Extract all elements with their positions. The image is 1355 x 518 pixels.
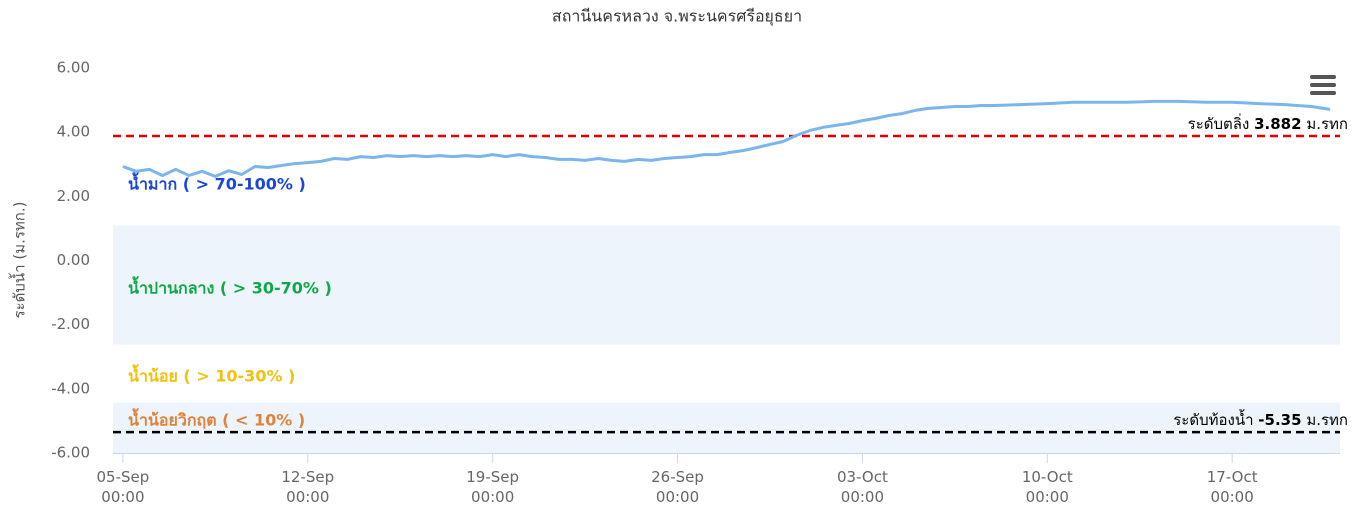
y-tick-label: -6.00 (51, 444, 90, 462)
x-tick-label: 12-Sep 00:00 (281, 468, 334, 506)
plot-line-label-part: ระดับท้องน้ำ (1173, 409, 1253, 429)
menu-button[interactable] (1310, 75, 1336, 95)
chart-title: สถานีนครหลวง จ.พระนครศรีอยุธยา (552, 7, 802, 27)
y-tick-label: -4.00 (51, 379, 90, 397)
menu-bar (1310, 83, 1336, 87)
y-axis-title: ระดับน้ำ (ม.รทก.) (9, 202, 29, 319)
plot-line-label-part: ม.รทก (1306, 114, 1348, 132)
plot-line-label-part: ระดับตลิ่ง (1188, 112, 1250, 132)
zone-label: น้ำมาก ( > 70-100% ) (128, 172, 306, 194)
plot-line-label-part: 3.882 (1254, 114, 1301, 132)
x-tick-label: 10-Oct 00:00 (1022, 468, 1073, 506)
plot-line-label: ระดับตลิ่ง 3.882 ม.รทก (1188, 112, 1348, 132)
y-tick-label: -2.00 (51, 315, 90, 333)
y-tick-label: 0.00 (57, 251, 90, 269)
zone-label: น้ำปานกลาง ( > 30-70% ) (128, 276, 332, 298)
y-tick-label: 2.00 (57, 187, 90, 205)
x-tick-label: 19-Sep 00:00 (466, 468, 519, 506)
plot-band (113, 225, 1340, 345)
menu-bar (1310, 75, 1336, 79)
x-tick-label: 03-Oct 00:00 (837, 468, 888, 506)
plot-band (113, 402, 1340, 453)
x-tick-label: 05-Sep 00:00 (97, 468, 150, 506)
y-tick-label: 4.00 (57, 123, 90, 141)
y-tick-label: 6.00 (57, 59, 90, 77)
zone-label: น้ำน้อยวิกฤต ( < 10% ) (128, 408, 305, 430)
plot-line-label-part: -5.35 (1258, 411, 1301, 429)
menu-bar (1310, 91, 1336, 95)
plot-line-label: ระดับท้องน้ำ -5.35 ม.รทก (1173, 409, 1348, 429)
series-line (122, 99, 1331, 178)
x-tick-label: 26-Sep 00:00 (651, 468, 704, 506)
zone-label: น้ำน้อย ( > 10-30% ) (128, 364, 295, 386)
x-tick-label: 17-Oct 00:00 (1207, 468, 1258, 506)
plot-line-label-part: ม.รทก (1306, 411, 1348, 429)
